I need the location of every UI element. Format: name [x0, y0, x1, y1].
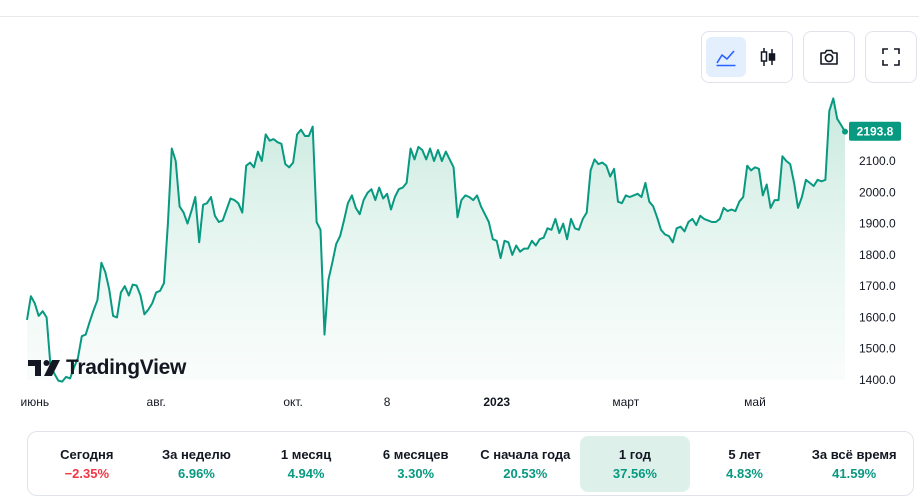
y-axis-tick-label: 1800.0	[859, 248, 896, 262]
area-chart-button[interactable]	[706, 37, 746, 77]
top-divider	[0, 16, 919, 17]
period-label: 6 месяцев	[382, 446, 449, 462]
price-chart-svg[interactable]: 2100.0 2000.0 1900.0 1800.0 1700.0 1600.0 1500…	[0, 85, 919, 415]
period-label: 1 месяц	[280, 446, 332, 462]
period-tab[interactable]: 1 год 37.56%	[580, 435, 690, 492]
period-change-value: 4.94%	[287, 465, 325, 481]
area-chart-icon	[716, 50, 736, 67]
period-tab[interactable]: С начала года 20.53%	[471, 436, 581, 492]
x-axis-tick-label: 2023	[483, 395, 510, 409]
y-axis-tick-label: 1700.0	[859, 279, 896, 293]
candlestick-icon	[760, 48, 776, 66]
period-change-value: 6.96%	[178, 465, 215, 481]
period-change-value: −2.35%	[64, 465, 110, 481]
chart-type-switch	[701, 31, 793, 83]
period-change-value: 3.30%	[397, 465, 435, 481]
x-axis-tick-label: окт.	[283, 395, 303, 409]
period-label: С начала года	[480, 446, 571, 462]
y-axis-tick-label: 2100.0	[859, 154, 896, 168]
period-label: Сегодня	[60, 446, 114, 462]
x-axis-tick-label: 8	[384, 395, 391, 409]
period-tab[interactable]: Сегодня −2.35%	[32, 436, 142, 492]
period-tab[interactable]: 1 месяц 4.94%	[251, 436, 361, 492]
period-tab[interactable]: За неделю 6.96%	[142, 436, 252, 492]
period-label: 5 лет	[728, 446, 761, 462]
period-change-value: 37.56%	[612, 465, 657, 481]
candlestick-button[interactable]	[748, 37, 788, 77]
period-change-value: 41.59%	[832, 465, 877, 481]
price-area-fill	[27, 98, 845, 382]
snapshot-button[interactable]	[808, 36, 850, 78]
tradingview-watermark: TradingView	[28, 356, 186, 380]
y-axis-tick-label: 2000.0	[859, 185, 896, 199]
last-price-label: 2193.8	[857, 125, 894, 139]
period-change-value: 4.83%	[726, 465, 763, 481]
x-axis-tick-label: июнь	[21, 395, 50, 409]
x-axis-tick-label: авг.	[147, 395, 166, 409]
period-selector: Сегодня −2.35% За неделю 6.96% 1 месяц 4.94% 6…	[27, 431, 914, 496]
fullscreen-group	[865, 31, 917, 83]
y-axis-tick-label: 1900.0	[859, 217, 896, 231]
period-tab[interactable]: За всё время 41.59%	[799, 436, 909, 492]
x-axis-tick-label: март	[612, 395, 639, 409]
period-tab[interactable]: 5 лет 4.83%	[690, 436, 800, 492]
x-axis-tick-label: май	[744, 395, 766, 409]
last-price-marker	[842, 128, 848, 135]
price-chart[interactable]: 2100.0 2000.0 1900.0 1800.0 1700.0 1600.0 1500…	[0, 85, 919, 415]
chart-toolbar	[701, 31, 917, 83]
period-label: 1 год	[618, 446, 651, 462]
fullscreen-button[interactable]	[870, 36, 912, 78]
snapshot-group	[803, 31, 855, 83]
period-change-value: 20.53%	[503, 465, 548, 481]
tradingview-logo-icon	[28, 360, 60, 376]
period-label: За неделю	[161, 446, 231, 462]
period-tab[interactable]: 6 месяцев 3.30%	[361, 436, 471, 492]
last-price-tag	[849, 121, 901, 141]
camera-icon	[820, 49, 838, 65]
tradingview-brand-text: TradingView	[66, 356, 187, 379]
fullscreen-icon	[882, 48, 900, 66]
y-axis-tick-label: 1500.0	[859, 342, 896, 356]
y-axis-tick-label: 1400.0	[859, 373, 896, 387]
price-line	[26, 97, 846, 383]
y-axis-tick-label: 1600.0	[859, 310, 896, 324]
period-label: За всё время	[811, 446, 897, 462]
